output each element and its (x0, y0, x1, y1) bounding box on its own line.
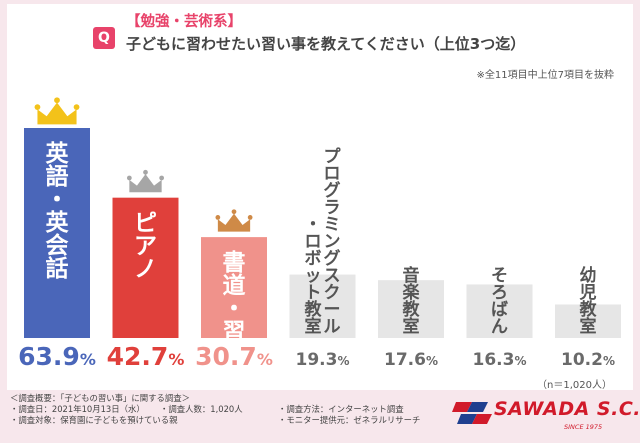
bar-label-char: ・ (46, 187, 69, 213)
bar-label-char: ロ (324, 164, 341, 184)
bronze-crown-icon (215, 209, 253, 232)
bar-label-char: 道 (223, 272, 246, 299)
bar-label-char: ロ (305, 232, 322, 252)
value-label: 42.7% (107, 342, 185, 371)
bar-label-char: ル (324, 317, 341, 337)
title-category: 【勉強・芸術系】 (126, 14, 242, 30)
bar-label-char: ・ (305, 215, 322, 235)
title-question: 子どもに習わせたい習い事を教えてください（上位3つ迄） (126, 35, 526, 53)
value-label: 30.7% (195, 342, 273, 371)
value-label: 10.2% (561, 350, 615, 370)
bar-label-char: 習 (223, 319, 246, 345)
bar-label-char: 字 (223, 341, 246, 368)
bar-label-char: 室 (580, 316, 597, 337)
selection-note: ※全11項目中上位7項目を抜粋 (476, 70, 614, 81)
bar (201, 237, 267, 338)
bar-label-char: ・ (223, 296, 246, 322)
survey-date: ・調査日：2021年10月13日（水） (10, 404, 145, 414)
bar-label-char: 会 (46, 232, 69, 259)
gold-crown-icon (34, 97, 80, 125)
sample-size: （n＝1,020人） (537, 380, 612, 391)
bar (289, 274, 356, 338)
bar-label-char: 幼 (580, 265, 597, 286)
bar-label: 音楽教室 (402, 265, 421, 337)
silver-crown-icon (126, 169, 165, 193)
bar-label: 書道・習字 (223, 249, 246, 368)
bar-label-char: 話 (46, 255, 69, 282)
bar-label-char: 音 (403, 265, 420, 286)
bar-label-char: 英 (46, 209, 70, 236)
bar-label-char: ッ (305, 266, 322, 286)
bar (555, 304, 621, 338)
logo-since: SINCE 1975 (564, 423, 603, 431)
bar-label-char: 教 (402, 299, 421, 320)
bar-label-char: ー (324, 300, 341, 320)
bar-label-char: プ (324, 146, 342, 167)
logo-mark-icon (452, 402, 492, 424)
survey-method: ・調査方法：インターネット調査 (278, 404, 404, 414)
bar-label-char: ボ (305, 249, 322, 269)
bar-label-char: 児 (579, 283, 597, 303)
bar-label-char: ノ (134, 257, 157, 283)
bar-label: ピアノ (134, 211, 157, 283)
logo-wordmark: SAWADA S.C. (494, 398, 640, 420)
bar-label-char: 教 (579, 299, 598, 320)
survey-target: ・調査対象：保育園に子どもを預けている親 (10, 415, 178, 425)
bar-label-char: 楽 (403, 282, 421, 303)
value-label: 16.3% (473, 350, 527, 370)
bar-label: ・ロボット教室 (304, 215, 323, 337)
bar (378, 280, 444, 338)
bar-label: 英語・英会話 (46, 140, 70, 282)
bar-label-char: 英 (46, 140, 70, 167)
bar-label: プログラミングスクール (324, 146, 342, 337)
bar (24, 128, 90, 338)
bar (112, 197, 179, 338)
bar (466, 284, 533, 338)
bar-label-char: 書 (223, 249, 246, 276)
bar-label-char: 教 (304, 299, 323, 320)
survey-count: ・調査人数：1,020人 (160, 404, 243, 414)
bar-label-char: ス (324, 266, 341, 286)
bar-label-char: ろ (491, 283, 508, 303)
bar-label-char: ミ (324, 215, 341, 235)
bar-label-char: ば (491, 300, 508, 320)
survey-provider: ・モニター提供元：ゼネラルリサーチ (278, 415, 421, 425)
bar-label-char: ン (324, 232, 341, 252)
bar-label-char: 室 (403, 316, 420, 337)
bar-label-char: 室 (305, 316, 322, 337)
bar-label-char: ト (305, 283, 322, 303)
bar-label-char: ん (491, 317, 508, 337)
bar-label-char: そ (491, 266, 508, 286)
bar-label-char: ア (134, 234, 157, 260)
bar-label-char: グ (324, 248, 341, 269)
value-label: 19.3% (296, 350, 350, 370)
bar-label-char: グ (324, 180, 341, 201)
bar-label: そろばん (491, 266, 508, 337)
bar-label-char: ピ (134, 211, 157, 237)
bar-label: 幼児教室 (579, 265, 598, 337)
value-label: 17.6% (384, 350, 438, 370)
company-logo: SAWADA S.C. SINCE 1975 (452, 396, 640, 438)
bar-label-char: ク (324, 283, 341, 303)
bar-label-char: ラ (324, 198, 341, 218)
survey-summary: ＜調査概要：「子どもの習い事」に関する調査＞ (10, 393, 191, 403)
bar-label-char: 語 (46, 163, 69, 190)
value-label: 63.9% (18, 342, 96, 371)
question-badge: Q (93, 27, 115, 49)
